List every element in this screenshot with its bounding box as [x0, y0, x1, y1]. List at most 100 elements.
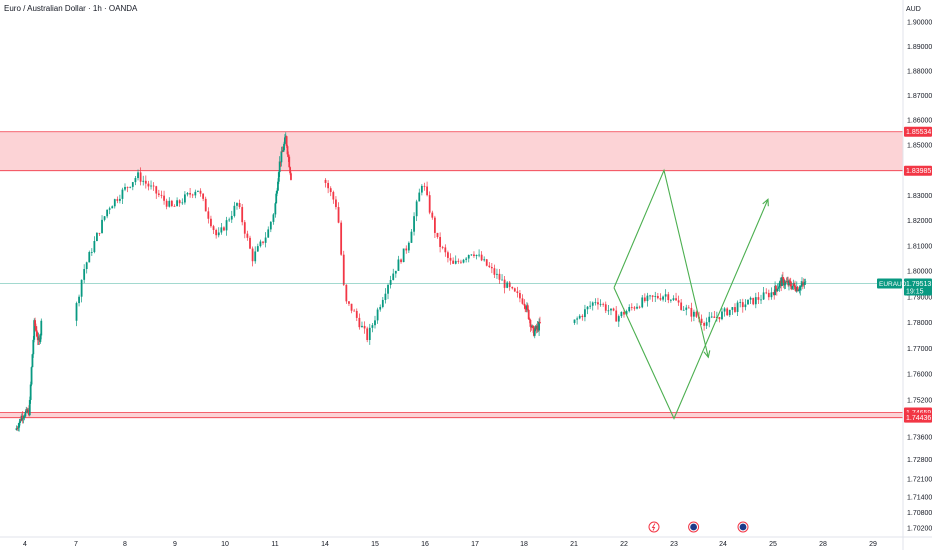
candle: [366, 326, 369, 343]
candle: [340, 220, 343, 256]
candle: [191, 193, 194, 199]
candle: [695, 310, 698, 319]
candle: [262, 241, 264, 245]
candle: [460, 259, 462, 264]
resistance-zone[interactable]: [0, 131, 903, 171]
projection-arrowhead: [762, 198, 769, 207]
candle: [473, 251, 475, 258]
candle: [667, 291, 670, 304]
candle: [480, 251, 483, 262]
candle: [423, 182, 426, 191]
projection-path-2[interactable]: [613, 199, 769, 420]
plot-area[interactable]: [0, 131, 903, 533]
candle: [186, 192, 189, 197]
candle: [452, 257, 455, 265]
support-zone[interactable]: [0, 412, 903, 418]
time-tick-label: 22: [620, 541, 628, 548]
candle: [439, 232, 442, 253]
candle: [170, 199, 173, 208]
candle: [636, 303, 638, 310]
candle: [654, 291, 657, 303]
candle: [246, 230, 249, 241]
candle: [29, 381, 32, 404]
candle: [767, 289, 770, 301]
candle: [728, 309, 731, 318]
candle: [710, 312, 713, 319]
event-flag-icon[interactable]: [688, 521, 700, 533]
candle: [718, 316, 721, 323]
time-tick-label: 10: [221, 541, 229, 548]
candle: [646, 292, 649, 307]
time-tick-label: 23: [670, 541, 678, 548]
candle: [641, 294, 644, 309]
candle: [664, 289, 667, 303]
svg-text:19:15: 19:15: [906, 289, 924, 296]
candle: [277, 170, 280, 185]
candle: [361, 321, 363, 328]
candle: [402, 248, 405, 263]
candle: [612, 307, 615, 312]
candle: [207, 207, 210, 224]
svg-text:1.79513: 1.79513: [906, 281, 931, 288]
candle: [538, 318, 541, 336]
candle: [705, 317, 708, 330]
time-axis[interactable]: 4 7 8 9 10 11 14 15 16 17 18 21 22 23 24 25 28 29: [0, 536, 932, 548]
candle: [85, 261, 88, 274]
candle: [358, 313, 361, 330]
candle: [578, 314, 581, 320]
candle: [693, 309, 695, 322]
candle: [204, 196, 207, 212]
candle: [233, 201, 236, 218]
candle: [752, 297, 755, 306]
candle: [384, 288, 387, 304]
candle: [355, 308, 358, 322]
news-flash-icon[interactable]: [648, 521, 660, 533]
candle: [521, 294, 524, 305]
candle: [147, 180, 150, 191]
candle: [744, 299, 747, 311]
candle: [137, 169, 139, 181]
candle: [791, 285, 794, 290]
candle: [101, 215, 103, 234]
candle: [181, 198, 184, 205]
candle: [524, 304, 527, 313]
candle: [586, 305, 589, 315]
candle: [736, 300, 739, 317]
candle: [708, 311, 711, 328]
candle: [241, 203, 244, 226]
candle: [765, 288, 768, 295]
candle: [651, 295, 654, 302]
time-tick-label: 25: [769, 541, 777, 548]
candle: [519, 289, 521, 303]
candle: [283, 134, 286, 145]
candle: [413, 212, 415, 236]
candle: [410, 228, 413, 243]
candle: [183, 191, 186, 205]
price-tick-label: 1.75200: [907, 398, 932, 405]
candle: [225, 216, 228, 236]
candle: [584, 304, 586, 322]
candle: [687, 305, 690, 309]
candle: [734, 303, 736, 314]
event-flag-icon[interactable]: [737, 521, 749, 533]
price-tick-label: 1.77000: [907, 346, 932, 353]
projection-path-1[interactable]: [613, 168, 709, 358]
candle: [274, 202, 277, 218]
candle: [134, 175, 137, 186]
candle: [418, 188, 421, 202]
svg-text:1.85534: 1.85534: [906, 129, 931, 136]
candle: [280, 146, 283, 167]
candle: [160, 190, 163, 199]
time-tick-label: 8: [123, 541, 127, 548]
candle: [782, 277, 785, 289]
candle: [150, 180, 152, 190]
candle: [15, 425, 18, 431]
candle: [615, 306, 618, 322]
candle: [40, 318, 43, 340]
price-axis[interactable]: 1.70200 1.70800 1.71400 1.72100 1.72800 1.736…: [877, 0, 932, 550]
time-tick-label: 9: [173, 541, 177, 548]
candle: [516, 286, 519, 298]
candle: [157, 189, 160, 198]
candle: [493, 264, 496, 279]
